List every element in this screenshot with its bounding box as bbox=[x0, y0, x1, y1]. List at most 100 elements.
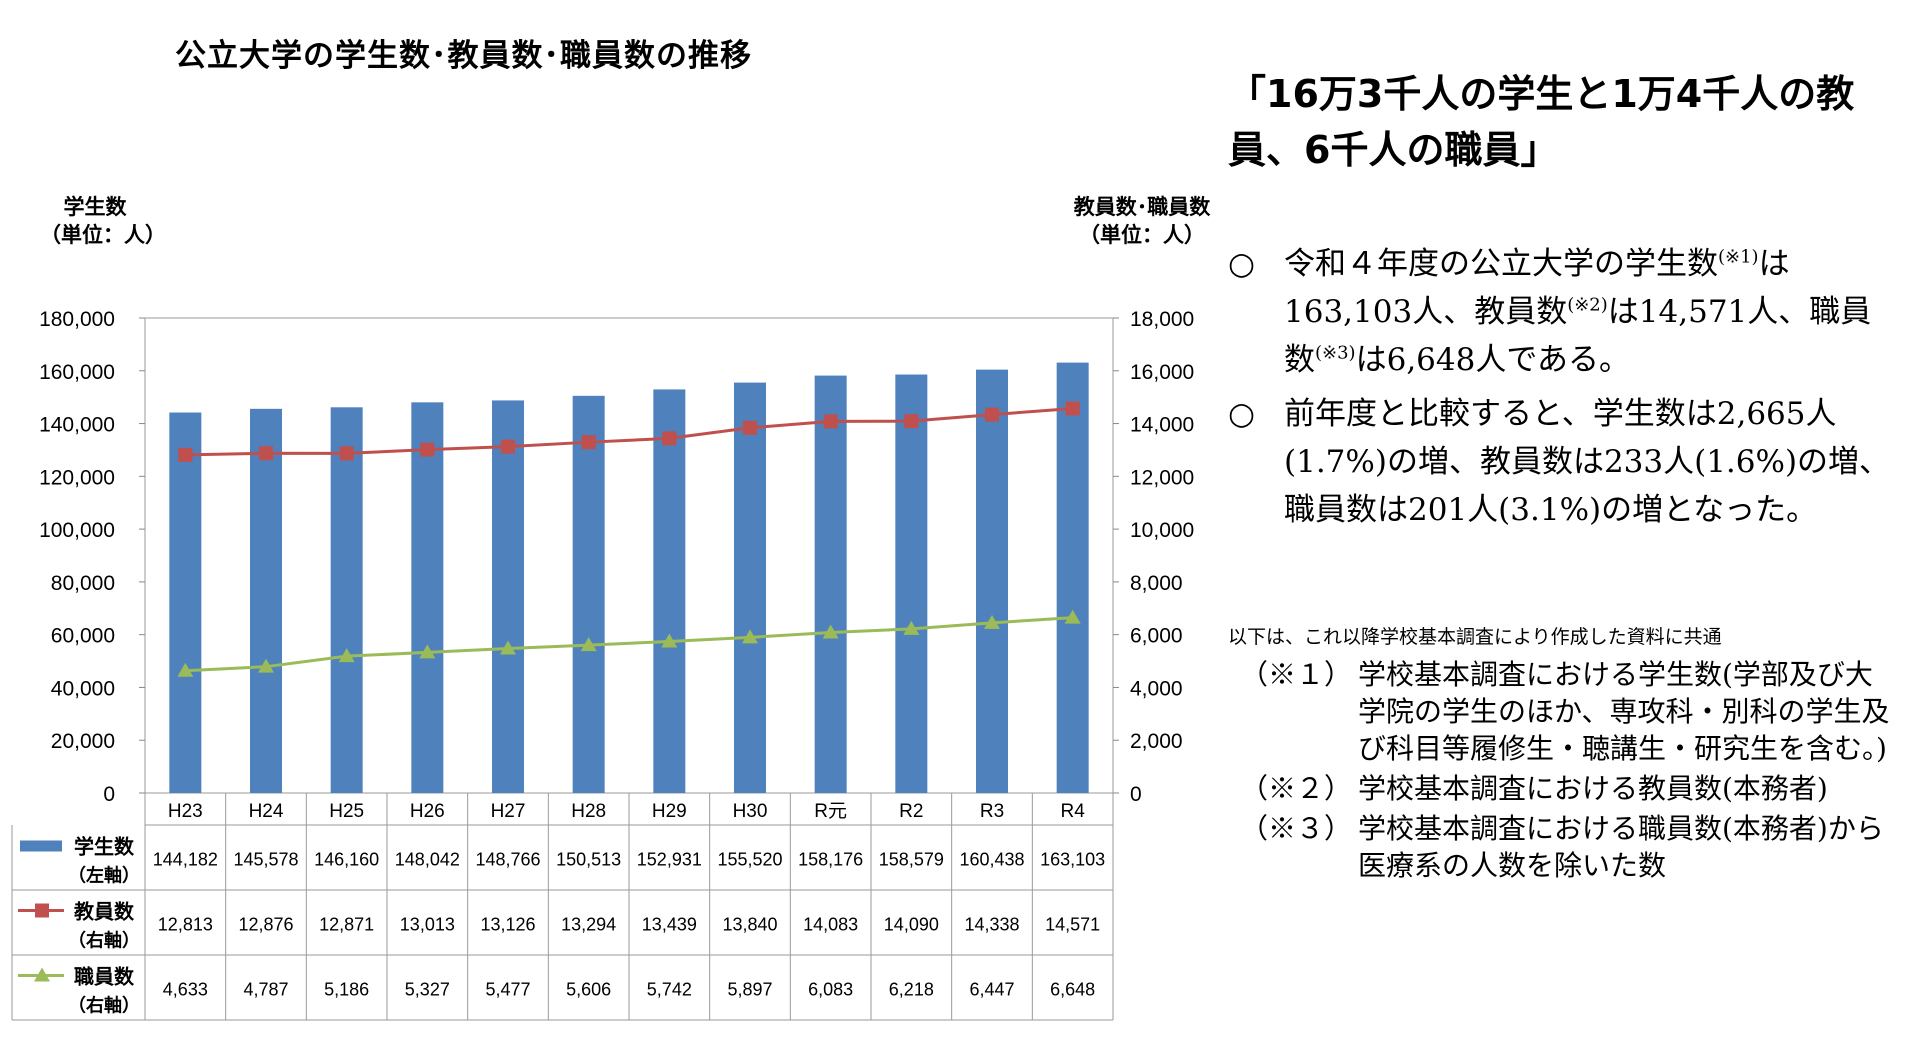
x-tick-label: H25 bbox=[329, 801, 364, 822]
table-cell: 13,840 bbox=[722, 915, 777, 935]
table-cell: 14,338 bbox=[964, 915, 1019, 935]
line-marker-triangle bbox=[580, 637, 597, 652]
line-marker-square bbox=[339, 446, 354, 461]
table-cell: 12,876 bbox=[238, 915, 293, 935]
table-cell: 6,083 bbox=[808, 980, 853, 1000]
legend-axis-label: （右軸） bbox=[68, 930, 140, 952]
y-right-tick-label: 10,000 bbox=[1130, 519, 1194, 542]
y-left-tick-label: 140,000 bbox=[39, 414, 115, 437]
table-cell: 6,447 bbox=[969, 980, 1014, 1000]
table-cell: 158,579 bbox=[879, 850, 944, 870]
table-cell: 4,787 bbox=[243, 980, 288, 1000]
line-marker-square bbox=[420, 442, 435, 457]
left-axis-title-unit: （単位：人） bbox=[40, 223, 166, 247]
y-right-tick-label: 0 bbox=[1130, 783, 1142, 806]
table-cell: 12,813 bbox=[158, 915, 213, 935]
line-marker-square bbox=[743, 420, 757, 435]
line-marker-triangle bbox=[742, 629, 758, 644]
line-marker-triangle bbox=[661, 633, 678, 648]
table-cell: 12,871 bbox=[319, 915, 374, 935]
table-cell: 5,477 bbox=[485, 980, 530, 1000]
note-text: 学校基本調査における職員数(本務者)から医療系の人数を除いた数 bbox=[1358, 812, 1884, 882]
bar bbox=[814, 375, 847, 793]
notes: （※１） 学校基本調査における学生数(学部及び大学院の学生のほか、専攻科・別科の… bbox=[1240, 656, 1900, 887]
table-cell: 152,931 bbox=[637, 850, 702, 870]
x-tick-label: H28 bbox=[571, 801, 606, 822]
bar bbox=[976, 369, 1008, 793]
bar bbox=[169, 412, 202, 793]
y-left-tick-label: 80,000 bbox=[51, 572, 115, 595]
y-left-tick-label: 160,000 bbox=[39, 361, 115, 384]
note-item: （※２） 学校基本調査における教員数(本務者) bbox=[1240, 770, 1900, 807]
table-cell: 155,520 bbox=[717, 850, 782, 870]
line-marker-triangle bbox=[1064, 609, 1081, 624]
y-left-tick-label: 40,000 bbox=[51, 677, 115, 700]
series-line bbox=[185, 616, 1073, 673]
table-cell: 163,103 bbox=[1040, 850, 1105, 870]
headline: 「16万3千人の学生と1万4千人の教員、6千人の職員」 bbox=[1228, 72, 1855, 172]
legend-label: 職員数 bbox=[74, 965, 135, 989]
line-marker-triangle bbox=[419, 644, 436, 659]
table-cell: 5,327 bbox=[405, 980, 450, 1000]
y-right-tick-label: 8,000 bbox=[1130, 572, 1183, 595]
x-tick-label: R3 bbox=[980, 801, 1004, 822]
chart-title: 公立大学の学生数･教員数･職員数の推移 bbox=[175, 38, 752, 74]
y-right-tick-label: 16,000 bbox=[1130, 361, 1194, 384]
y-left-tick-label: 180,000 bbox=[39, 308, 115, 331]
note-item: （※１） 学校基本調査における学生数(学部及び大学院の学生のほか、専攻科・別科の… bbox=[1240, 656, 1900, 767]
right-axis-title-unit: （単位：人） bbox=[1079, 223, 1205, 247]
table-cell: 13,126 bbox=[480, 915, 535, 935]
bar bbox=[330, 407, 363, 793]
x-tick-label: H24 bbox=[249, 801, 284, 822]
note-label: （※２） bbox=[1240, 772, 1353, 805]
bar bbox=[895, 374, 928, 793]
y-right-tick-label: 6,000 bbox=[1130, 625, 1183, 648]
bar bbox=[734, 382, 766, 793]
y-left-tick-label: 0 bbox=[103, 783, 115, 806]
x-tick-label: H27 bbox=[491, 801, 526, 822]
note-label: （※１） bbox=[1240, 658, 1353, 691]
table-cell: 5,606 bbox=[566, 980, 611, 1000]
legend-key-marker bbox=[35, 903, 49, 918]
bar bbox=[250, 408, 282, 793]
table-cell: 148,042 bbox=[395, 850, 460, 870]
x-tick-label: R4 bbox=[1061, 801, 1086, 822]
line-marker-square bbox=[904, 414, 919, 429]
y-left-tick-label: 60,000 bbox=[51, 625, 115, 648]
table-cell: 14,090 bbox=[884, 915, 939, 935]
table-cell: 160,438 bbox=[959, 850, 1024, 870]
line-marker-square bbox=[985, 407, 999, 422]
line-marker-square bbox=[178, 447, 193, 462]
table-cell: 146,160 bbox=[314, 850, 379, 870]
table-cell: 6,218 bbox=[889, 980, 934, 1000]
y-right-tick-label: 4,000 bbox=[1130, 677, 1183, 700]
y-right-tick-label: 12,000 bbox=[1130, 466, 1194, 489]
x-tick-label: H26 bbox=[410, 801, 445, 822]
bar bbox=[1056, 362, 1089, 793]
legend-label: 教員数 bbox=[74, 900, 135, 924]
left-axis-title-line: 学生数 bbox=[63, 195, 127, 219]
table-cell: 5,897 bbox=[727, 980, 772, 1000]
series-line bbox=[185, 406, 1073, 457]
table-cell: 13,294 bbox=[561, 915, 616, 935]
line-marker-triangle bbox=[258, 658, 274, 673]
line-marker-square bbox=[259, 446, 273, 461]
line-marker-triangle bbox=[177, 662, 194, 677]
plot-area bbox=[144, 317, 1114, 794]
line-marker-square bbox=[662, 431, 677, 446]
line-marker-square bbox=[501, 439, 515, 454]
line-marker-square bbox=[581, 435, 596, 450]
line-marker-triangle bbox=[338, 648, 355, 663]
common-note: 以下は、これ以降学校基本調査により作成した資料に共通 bbox=[1228, 626, 1722, 648]
bar bbox=[653, 389, 686, 793]
summary-text: 前年度と比較すると、学生数は2,665人(1.7%)の増、教員数は233人(1.… bbox=[1284, 396, 1891, 528]
bar bbox=[572, 395, 605, 793]
y-right-tick-label: 2,000 bbox=[1130, 730, 1183, 753]
note-label: （※３） bbox=[1240, 812, 1353, 845]
summary-item: ○ 令和４年度の公立大学の学生数(※1)は163,103人、教員数(※2)は14… bbox=[1228, 240, 1898, 384]
table-cell: 14,571 bbox=[1045, 915, 1100, 935]
legend-label: 学生数 bbox=[74, 835, 135, 859]
line-marker-triangle bbox=[903, 620, 920, 635]
summary: ○ 令和４年度の公立大学の学生数(※1)は163,103人、教員数(※2)は14… bbox=[1228, 240, 1898, 540]
